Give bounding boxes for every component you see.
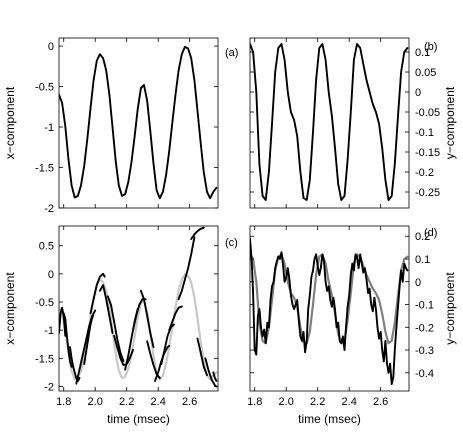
x-tick-label: 2.4 (342, 396, 357, 408)
y-tick-label: -0.5 (35, 82, 54, 94)
y-tick-label: -0.25 (415, 187, 440, 199)
series-group (250, 237, 409, 386)
y-tick-label: -0.3 (415, 345, 434, 357)
plot-frame (58, 37, 219, 209)
y-axis-label: y−component (443, 86, 457, 159)
y-axis-label: x−component (3, 86, 17, 159)
panel-d: 1.8 2.0 2.2 2.4 2.6 0.2 0.1 0 -0.1 -0.2 -0.3 -0.4 y−… (247, 225, 457, 426)
series-line-7 (98, 284, 114, 334)
series-group (59, 226, 218, 388)
x-tick-label: 2.2 (310, 396, 325, 408)
x-tick-label: 2.6 (182, 396, 197, 408)
y-tick-label: -0.2 (415, 167, 434, 179)
plot-frame (58, 225, 219, 392)
y-tick-label: -1.5 (35, 163, 54, 175)
y-tick-label: -0.5 (35, 297, 54, 309)
series-line-0 (59, 45, 218, 200)
panel-letter: (b) (424, 41, 437, 53)
panel-letter: (d) (424, 227, 437, 239)
series-line-0 (59, 273, 218, 381)
y-tick-label: -2 (44, 381, 54, 393)
panel-c: 1.8 2.0 2.2 2.4 2.6 0.5 0 -0.5 -1 -1.5 -2 x−compone… (3, 225, 238, 426)
series-line-16 (168, 305, 183, 332)
y-tick-label: 0 (415, 87, 421, 99)
y-tick-label: 0 (415, 277, 421, 289)
y-axis-label: x−component (3, 272, 17, 345)
y-axis-label: y−component (443, 272, 457, 345)
panel-letter: (c) (225, 237, 238, 249)
x-tick-label: 2.2 (119, 396, 134, 408)
y-tick-label: -0.1 (415, 300, 434, 312)
y-tick-label: -0.15 (415, 147, 440, 159)
y-tick-label: -2 (44, 203, 54, 215)
plot-frame (249, 225, 410, 392)
y-tick-label: -1 (44, 325, 54, 337)
series-line-6 (89, 272, 106, 315)
series-line-15 (160, 323, 175, 365)
series-group (59, 45, 218, 200)
y-tick-label: 0.5 (39, 241, 54, 253)
panel-letter: (a) (225, 47, 238, 59)
y-tick-label: 0 (48, 269, 54, 281)
y-tick-label: -0.05 (415, 107, 440, 119)
panel-a: 0 -0.5 -1 -1.5 -2 x−component (a) (3, 37, 238, 215)
panel-b: 0.1 0.05 0 -0.05 -0.1 -0.15 -0.2 -0.25 y−compone… (249, 37, 457, 209)
y-tick-label: -0.4 (415, 368, 434, 380)
series-line-17 (177, 236, 196, 301)
series-group (250, 43, 409, 201)
series-line-21 (212, 371, 218, 382)
series-line-12 (139, 289, 155, 349)
series-line-9 (113, 334, 134, 367)
plot-frame (249, 37, 410, 209)
series-line-2 (62, 312, 73, 368)
series-line-19 (196, 337, 208, 377)
series-line-18 (190, 226, 205, 240)
series-line-5 (83, 309, 97, 365)
y-tick-label: -1.5 (35, 353, 54, 365)
series-line-20 (204, 357, 218, 388)
y-tick-label: -0.2 (415, 322, 434, 334)
x-tick-label: 1.8 (247, 396, 262, 408)
series-line-0 (250, 43, 409, 201)
y-tick-label: -1 (44, 122, 54, 134)
y-tick-label: 0.05 (415, 67, 436, 79)
y-tick-label: 0 (48, 41, 54, 53)
y-tick-label: 0.1 (415, 47, 430, 59)
x-tick-label: 2.4 (151, 396, 166, 408)
y-tick-label: 0.2 (415, 231, 430, 243)
y-tick-label: 0.1 (415, 254, 430, 266)
x-tick-label: 2.0 (88, 396, 103, 408)
x-axis-label: time (msec) (107, 412, 170, 426)
x-tick-label: 1.8 (56, 396, 71, 408)
series-line-1 (250, 237, 409, 386)
series-line-1 (59, 306, 67, 337)
series-line-8 (106, 295, 125, 363)
y-tick-label: -0.1 (415, 127, 434, 139)
x-tick-label: 2.0 (279, 396, 294, 408)
series-line-0 (250, 253, 409, 345)
x-tick-label: 2.6 (373, 396, 388, 408)
x-axis-label: time (msec) (298, 412, 361, 426)
